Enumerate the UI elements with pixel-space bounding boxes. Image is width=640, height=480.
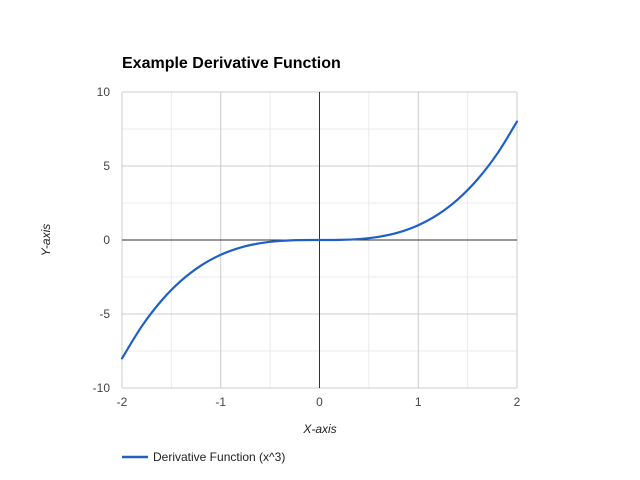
y-tick-label: 0 [103, 233, 110, 247]
x-tick-label: 0 [316, 395, 323, 409]
series-line [120, 120, 519, 360]
x-tick-label: 1 [415, 395, 422, 409]
legend-label[interactable]: Derivative Function (x^3) [153, 450, 285, 464]
y-tick-label: -10 [93, 381, 111, 395]
legend[interactable]: Derivative Function (x^3) [122, 450, 285, 464]
series-lines [120, 120, 519, 360]
y-tick-label: -5 [99, 307, 110, 321]
x-tick-label: -1 [215, 395, 226, 409]
y-axis-title: Y-axis [39, 224, 53, 256]
x-tick-label: -2 [117, 395, 128, 409]
x-tick-label: 2 [514, 395, 521, 409]
y-tick-label: 10 [97, 85, 111, 99]
x-axis-title: X-axis [302, 422, 336, 436]
y-tick-label: 5 [103, 159, 110, 173]
chart-title: Example Derivative Function [122, 55, 341, 72]
